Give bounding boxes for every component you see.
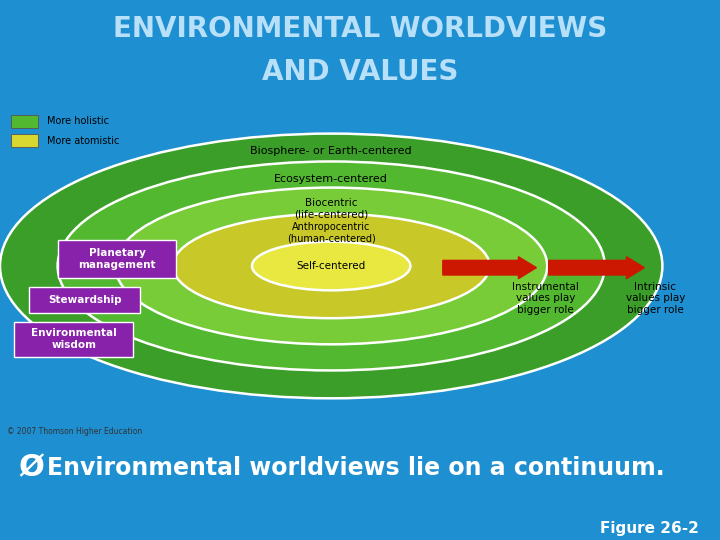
- FancyBboxPatch shape: [14, 322, 133, 356]
- Text: Instrumental
values play
bigger role: Instrumental values play bigger role: [513, 282, 579, 315]
- Ellipse shape: [173, 214, 490, 318]
- Bar: [11, 115, 38, 128]
- FancyBboxPatch shape: [29, 287, 140, 313]
- Text: Biosphere- or Earth-centered: Biosphere- or Earth-centered: [251, 146, 412, 156]
- Text: AND VALUES: AND VALUES: [262, 58, 458, 86]
- Text: ENVIRONMENTAL WORLDVIEWS: ENVIRONMENTAL WORLDVIEWS: [113, 15, 607, 43]
- Ellipse shape: [0, 133, 662, 399]
- Text: Environmental worldviews lie on a continuum.: Environmental worldviews lie on a contin…: [47, 456, 665, 480]
- FancyArrow shape: [549, 256, 644, 279]
- Text: Environmental
wisdom: Environmental wisdom: [31, 328, 117, 350]
- Text: Stewardship: Stewardship: [48, 295, 122, 305]
- Text: Ø: Ø: [18, 454, 44, 483]
- Text: Self-centered: Self-centered: [297, 261, 366, 271]
- FancyArrow shape: [443, 256, 536, 279]
- Text: Biocentric
(life-centered): Biocentric (life-centered): [294, 198, 369, 219]
- Bar: [11, 134, 38, 147]
- FancyBboxPatch shape: [58, 240, 176, 278]
- Text: Planetary
management: Planetary management: [78, 248, 156, 270]
- Ellipse shape: [115, 187, 547, 345]
- Text: More atomistic: More atomistic: [47, 136, 120, 146]
- Text: Anthropocentric
(human-centered): Anthropocentric (human-centered): [287, 222, 376, 244]
- Text: Figure 26-2: Figure 26-2: [600, 521, 698, 536]
- Text: More holistic: More holistic: [47, 117, 109, 126]
- Ellipse shape: [252, 241, 410, 291]
- Text: Ecosystem-centered: Ecosystem-centered: [274, 174, 388, 184]
- Text: Intrinsic
values play
bigger role: Intrinsic values play bigger role: [626, 282, 685, 315]
- Ellipse shape: [58, 161, 605, 370]
- Text: © 2007 Thomson Higher Education: © 2007 Thomson Higher Education: [7, 427, 143, 436]
